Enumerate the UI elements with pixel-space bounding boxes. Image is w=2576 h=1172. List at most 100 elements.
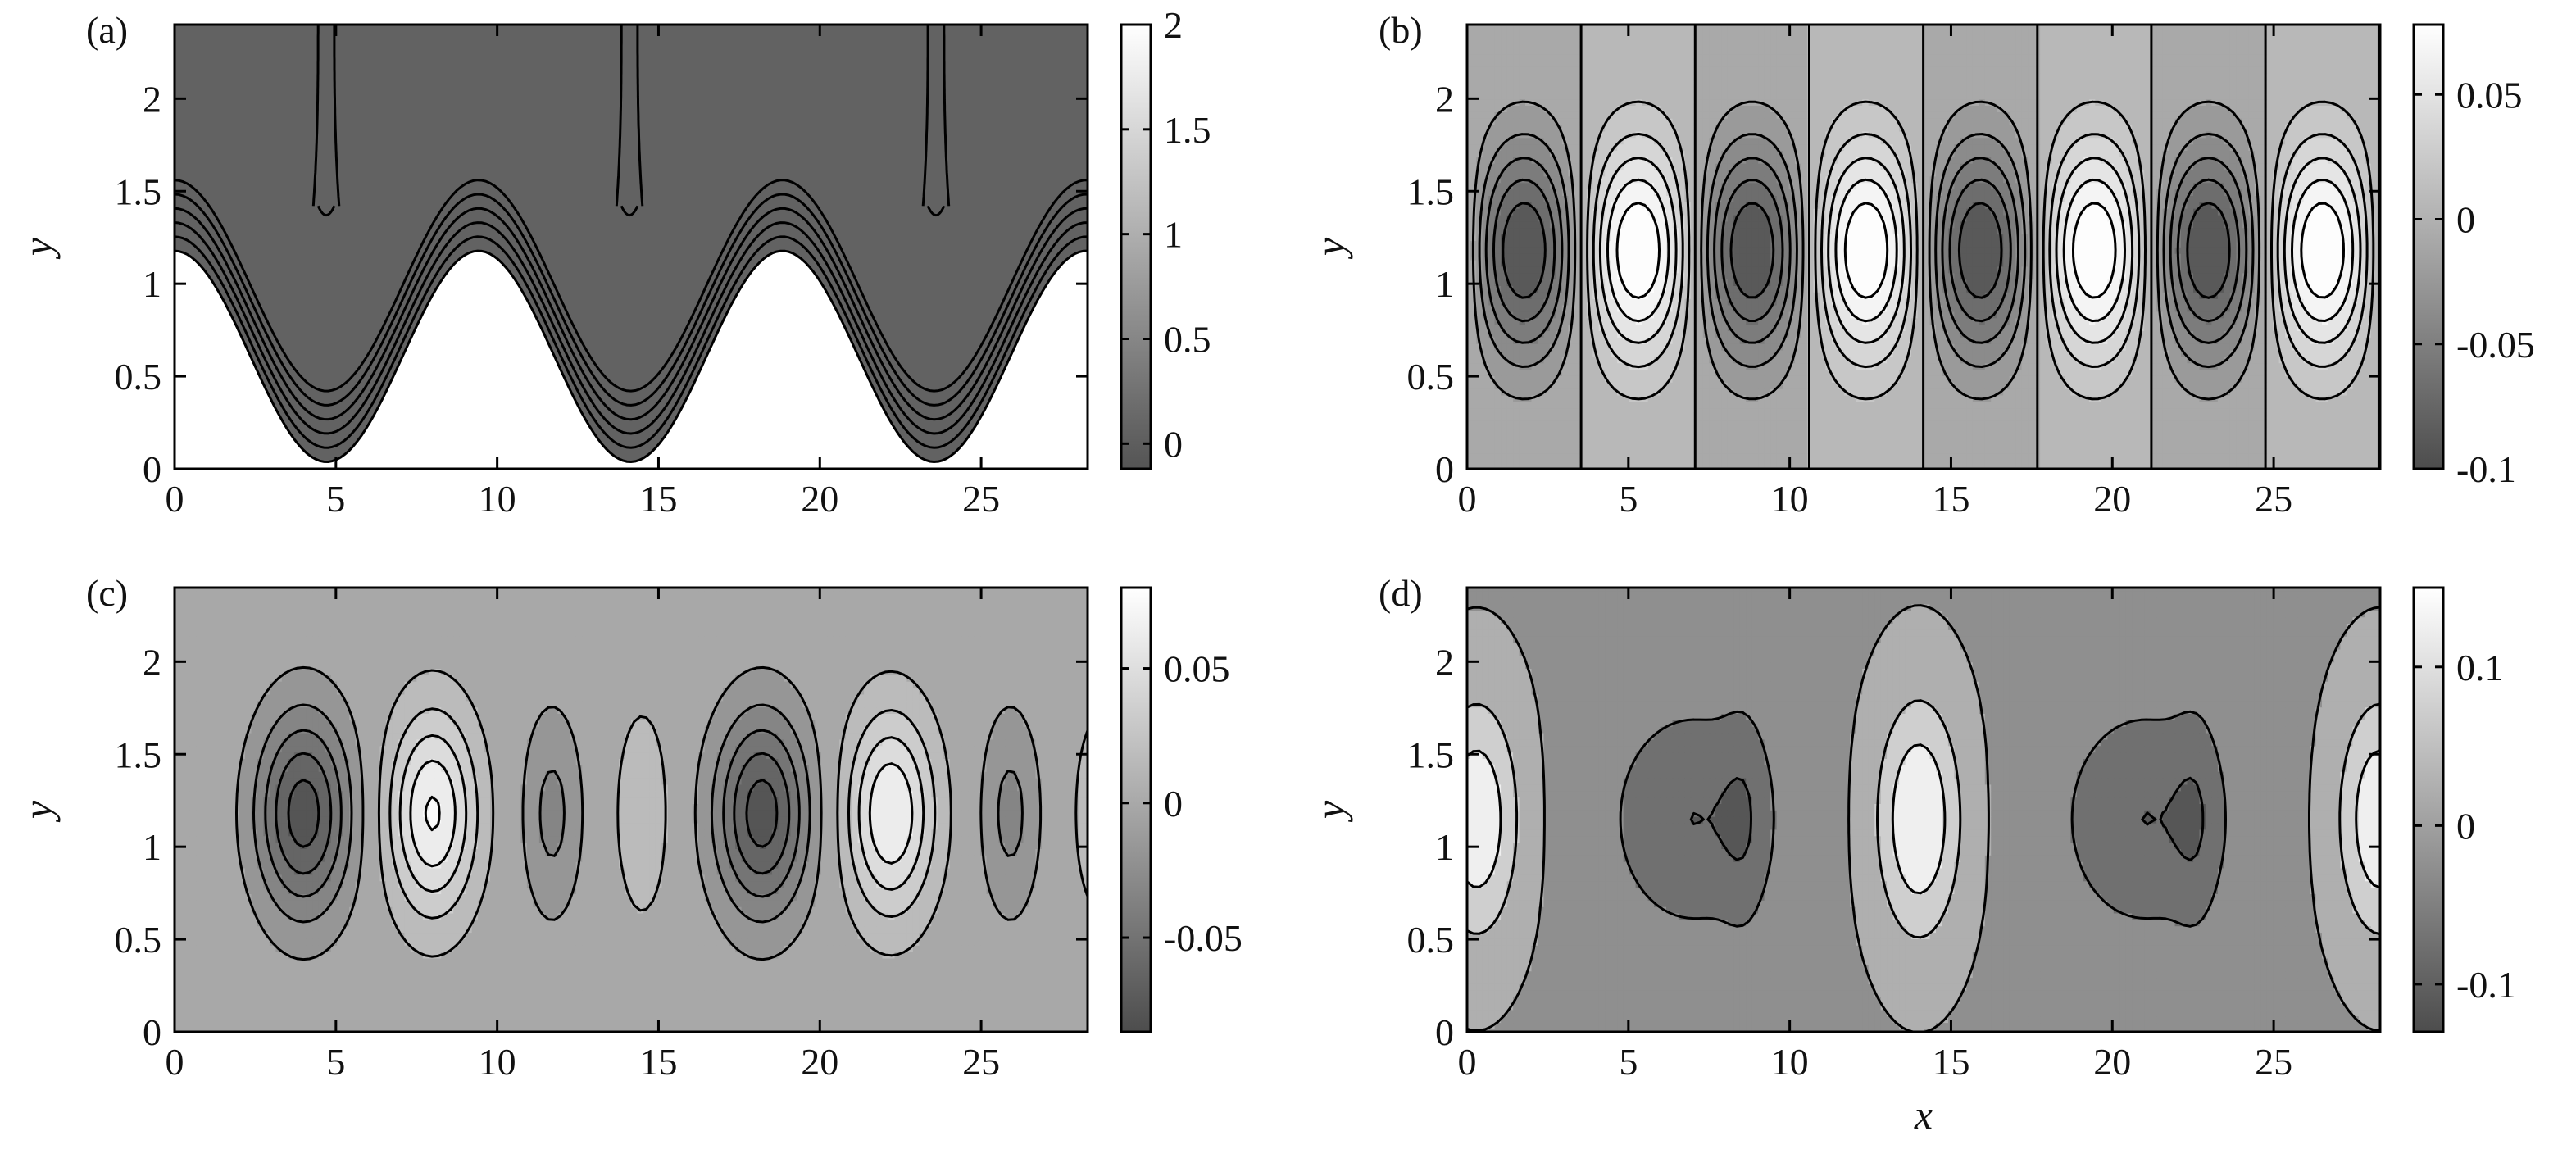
contour-cell: [1721, 349, 1729, 357]
contour-cell: [2162, 375, 2169, 383]
contour-cell: [1654, 279, 1661, 286]
contour-cell: [1574, 382, 1582, 389]
contour-cell: [2346, 362, 2354, 370]
contour-cell: [1635, 343, 1642, 351]
contour-cell: [1838, 401, 1845, 409]
contour-cell: [2236, 407, 2243, 416]
contour-cell: [1709, 426, 1716, 434]
contour-cell: [2144, 285, 2151, 293]
contour-cell: [1611, 446, 1618, 454]
contour-cell: [1482, 394, 1489, 402]
contour-cell: [2278, 388, 2286, 396]
contour-cell: [2113, 330, 2121, 338]
contour-cell: [1887, 272, 1894, 280]
contour-cell: [2021, 292, 2029, 299]
contour-cell: [2193, 259, 2201, 267]
contour-cell: [2138, 298, 2145, 306]
contour-cell: [1868, 285, 1875, 293]
contour-cell: [2076, 324, 2084, 331]
contour-cell: [1598, 349, 1606, 357]
contour-cell: [1642, 317, 1649, 325]
contour-cell: [1984, 349, 1992, 357]
contour-cell: [2285, 343, 2292, 351]
contour-cell: [1751, 401, 1759, 409]
contour-cell: [2229, 337, 2238, 344]
contour-cell: [1654, 401, 1661, 409]
contour-cell: [2028, 459, 2035, 466]
contour-cell: [1788, 401, 1796, 409]
contour-cell: [1887, 337, 1894, 344]
contour-cell: [2248, 446, 2256, 454]
contour-cell: [2150, 266, 2157, 274]
contour-cell: [2297, 382, 2305, 389]
contour-cell: [1905, 420, 1912, 428]
contour-cell: [1549, 433, 1557, 441]
contour-cell: [1467, 356, 1471, 364]
contour-cell: [1843, 414, 1851, 421]
contour-cell: [2088, 292, 2097, 299]
contour-cell: [1470, 337, 1477, 344]
contour-cell: [1684, 466, 1692, 469]
contour-cell: [2003, 394, 2010, 402]
contour-cell: [1697, 349, 1704, 357]
contour-cell: [1929, 292, 1937, 299]
contour-cell: [1702, 298, 1711, 306]
contour-cell: [2088, 452, 2097, 461]
contour-cell: [1617, 401, 1624, 409]
contour-cell: [1838, 304, 1845, 312]
contour-cell: [2162, 324, 2169, 331]
contour-cell: [1892, 337, 1900, 344]
contour-cell: [1843, 401, 1851, 409]
contour-cell: [1880, 401, 1888, 409]
contour-cell: [2119, 349, 2127, 357]
contour-cell: [1868, 420, 1875, 428]
contour-cell: [1556, 407, 1563, 416]
contour-cell: [2132, 459, 2139, 466]
contour-cell: [2315, 420, 2323, 428]
contour-cell: [2088, 439, 2097, 447]
contour-cell: [1972, 356, 1980, 364]
contour-cell: [1494, 369, 1502, 376]
contour-cell: [1519, 298, 1526, 306]
contour-cell: [1531, 311, 1538, 319]
contour-cell: [2169, 426, 2176, 434]
contour-cell: [1960, 292, 1968, 299]
contour-cell: [1467, 369, 1471, 376]
contour-cell: [2058, 272, 2065, 280]
contour-cell: [2015, 375, 2023, 383]
contour-cell: [2285, 349, 2292, 357]
contour-cell: [1525, 349, 1533, 357]
contour-cell: [1629, 311, 1637, 319]
contour-cell: [1488, 349, 1496, 357]
contour-cell: [1727, 272, 1735, 280]
contour-cell: [1543, 285, 1551, 293]
contour-cell: [2358, 343, 2366, 351]
contour-cell: [2260, 356, 2268, 364]
contour-cell: [1727, 356, 1735, 364]
contour-cell: [2009, 356, 2016, 364]
contour-cell: [2242, 337, 2250, 344]
contour-cell: [2009, 446, 2016, 454]
contour-cell: [1574, 343, 1582, 351]
contour-cell: [2254, 369, 2261, 376]
contour-cell: [2083, 285, 2090, 293]
contour-cell: [2125, 304, 2133, 312]
contour-cell: [1947, 439, 1956, 447]
contour-cell: [1501, 349, 1508, 357]
contour-cell: [1501, 407, 1508, 416]
contour-cell: [1598, 407, 1606, 416]
contour-cell: [1678, 369, 1686, 376]
contour-cell: [1642, 285, 1649, 293]
contour-cell: [2328, 369, 2335, 376]
contour-cell: [1868, 330, 1875, 338]
contour-cell: [1561, 382, 1570, 389]
contour-cell: [1678, 324, 1686, 331]
contour-cell: [1531, 324, 1538, 331]
contour-cell: [2095, 407, 2102, 416]
contour-cell: [1924, 279, 1931, 286]
contour-cell: [2328, 272, 2335, 280]
contour-cell: [1467, 337, 1471, 344]
contour-cell: [1574, 375, 1582, 383]
contour-cell: [1960, 394, 1968, 402]
contour-cell: [1825, 382, 1833, 389]
